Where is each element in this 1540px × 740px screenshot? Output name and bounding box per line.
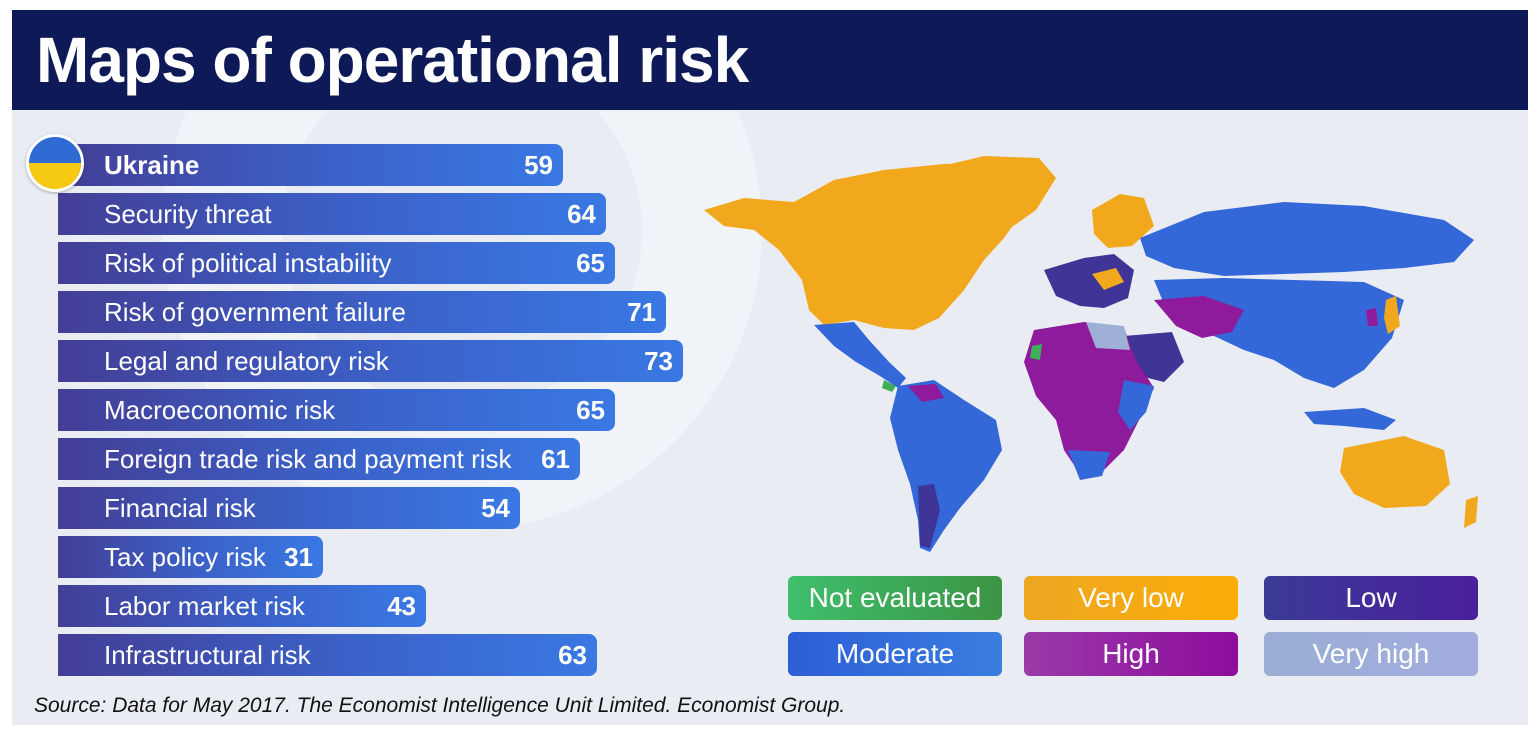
bar-category-label: Foreign trade risk and payment risk — [104, 444, 512, 474]
legend-item: Very low — [1024, 576, 1238, 620]
map-africa — [1024, 322, 1154, 474]
bar-category-label: Tax policy risk — [104, 542, 266, 572]
bar-category-label: Financial risk — [104, 493, 256, 523]
legend-item: Not evaluated — [788, 576, 1002, 620]
world-risk-map — [704, 156, 1478, 552]
ukraine-flag-icon — [26, 134, 84, 192]
page-title: Maps of operational risk — [36, 24, 749, 96]
map-korea — [1366, 308, 1378, 326]
bar-value-label: 65 — [576, 248, 605, 278]
bar-value-label: 54 — [481, 493, 510, 523]
bar-category-label: Labor market risk — [104, 591, 305, 621]
risk-bar: Risk of government failure 71 — [58, 291, 666, 333]
map-central-america — [814, 322, 906, 388]
bar-value-label: 63 — [558, 640, 587, 670]
risk-bar: Tax policy risk 31 — [58, 536, 323, 578]
map-west-africa-green — [1030, 344, 1042, 360]
map-europe-west — [1044, 254, 1134, 308]
legend-item: Very high — [1264, 632, 1478, 676]
map-russia — [1140, 202, 1474, 276]
legend-item: Moderate — [788, 632, 1002, 676]
bar-value-label: 71 — [627, 297, 656, 327]
map-indonesia — [1304, 408, 1396, 430]
map-central-america-ne — [882, 380, 896, 392]
infographic-frame: Maps of operational risk Ukraine 59 Securi… — [12, 10, 1528, 725]
map-greenland — [934, 156, 1056, 250]
map-africa-east — [1118, 380, 1154, 430]
map-central-europe — [1092, 268, 1124, 290]
risk-bar: Foreign trade risk and payment risk 61 — [58, 438, 580, 480]
map-australia — [1340, 436, 1450, 508]
map-japan — [1384, 296, 1400, 334]
map-south-america — [890, 380, 1002, 552]
risk-bar: Labor market risk 43 — [58, 585, 426, 627]
bar-category-label: Ukraine — [104, 150, 200, 180]
bar-value-label: 31 — [284, 542, 313, 572]
map-southern-africa — [1068, 450, 1110, 480]
bar-category-label: Infrastructural risk — [104, 640, 311, 670]
risk-bar: Ukraine 59 — [58, 144, 563, 186]
risk-bar: Infrastructural risk 63 — [58, 634, 597, 676]
risk-bar: Legal and regulatory risk 73 — [58, 340, 683, 382]
bar-category-label: Risk of political instability — [104, 248, 392, 278]
map-north-africa — [1086, 322, 1130, 350]
map-middle-east-high — [1154, 296, 1244, 338]
risk-bar: Macroeconomic risk 65 — [58, 389, 615, 431]
map-argentina — [918, 484, 940, 548]
bar-value-label: 43 — [387, 591, 416, 621]
risk-bar: Risk of political instability 65 — [58, 242, 615, 284]
bar-category-label: Risk of government failure — [104, 297, 407, 327]
map-scandinavia — [1092, 194, 1154, 248]
bar-category-label: Macroeconomic risk — [104, 395, 336, 425]
bar-value-label: 61 — [541, 444, 570, 474]
bar-value-label: 64 — [567, 199, 596, 229]
bar-value-label: 73 — [644, 346, 673, 376]
bar-category-label: Legal and regulatory risk — [104, 346, 389, 376]
bar-category-label: Security threat — [104, 199, 272, 229]
legend-item: Low — [1264, 576, 1478, 620]
bar-value-label: 65 — [576, 395, 605, 425]
risk-bar: Security threat 64 — [58, 193, 606, 235]
map-venezuela — [908, 384, 944, 402]
bar-value-label: 59 — [524, 150, 553, 180]
map-new-zealand — [1464, 496, 1478, 528]
legend-item: High — [1024, 632, 1238, 676]
risk-bar: Financial risk 54 — [58, 487, 520, 529]
source-note: Source: Data for May 2017. The Economist… — [34, 694, 846, 717]
header-band: Maps of operational risk — [12, 10, 1528, 110]
